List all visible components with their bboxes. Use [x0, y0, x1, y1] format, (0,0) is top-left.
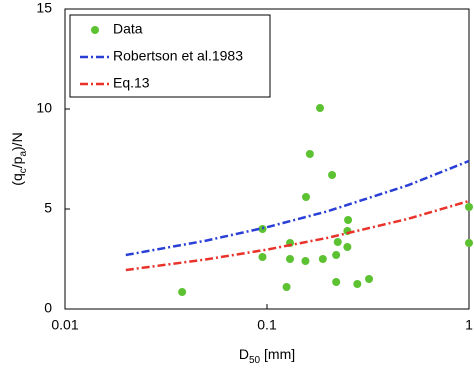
data-point: [465, 203, 473, 211]
data-point: [301, 257, 310, 265]
y-axis-label-part: )/N: [9, 132, 25, 151]
data-point: [286, 255, 295, 263]
y-axis-label: (qc/pa)/N: [9, 132, 29, 185]
data-point: [318, 255, 327, 263]
y-axis-label-part: (q: [9, 173, 25, 185]
data-point: [305, 150, 314, 158]
data-point: [302, 193, 311, 201]
y-tick-label: 0: [44, 300, 52, 316]
data-point: [353, 280, 362, 288]
data-point: [258, 253, 267, 261]
data-point: [344, 216, 353, 224]
y-tick-label: 15: [36, 0, 52, 16]
data-point: [316, 104, 325, 112]
data-point: [282, 283, 291, 291]
data-point: [465, 239, 473, 247]
x-tick-label: 1: [465, 317, 473, 333]
x-tick-label: 0.01: [51, 317, 78, 333]
y-axis-label-part: c: [18, 168, 29, 173]
legend-label: Eq.13: [113, 75, 150, 91]
data-point: [332, 278, 341, 286]
data-point: [343, 243, 352, 251]
x-axis-label: D50 [mm]: [239, 346, 295, 366]
series-line: [125, 199, 470, 272]
y-tick-label: 5: [44, 200, 52, 216]
x-axis-label-part: 50: [249, 355, 261, 366]
y-axis-label-part: a: [18, 151, 29, 157]
x-axis-label-part: D: [239, 346, 249, 362]
legend-label: Data: [113, 21, 143, 37]
data-point: [178, 288, 187, 296]
x-axis-label-part: [mm]: [260, 346, 295, 362]
series-line: [125, 159, 470, 257]
data-point: [328, 171, 337, 179]
x-tick-label: 0.1: [257, 317, 277, 333]
legend-label: Robertson et al.1983: [113, 48, 243, 64]
legend-swatch: [91, 26, 99, 34]
data-point: [365, 275, 374, 283]
data-point: [333, 238, 342, 246]
y-tick-label: 10: [36, 100, 52, 116]
y-axis-label-part: /p: [9, 156, 25, 168]
data-point: [332, 251, 341, 259]
